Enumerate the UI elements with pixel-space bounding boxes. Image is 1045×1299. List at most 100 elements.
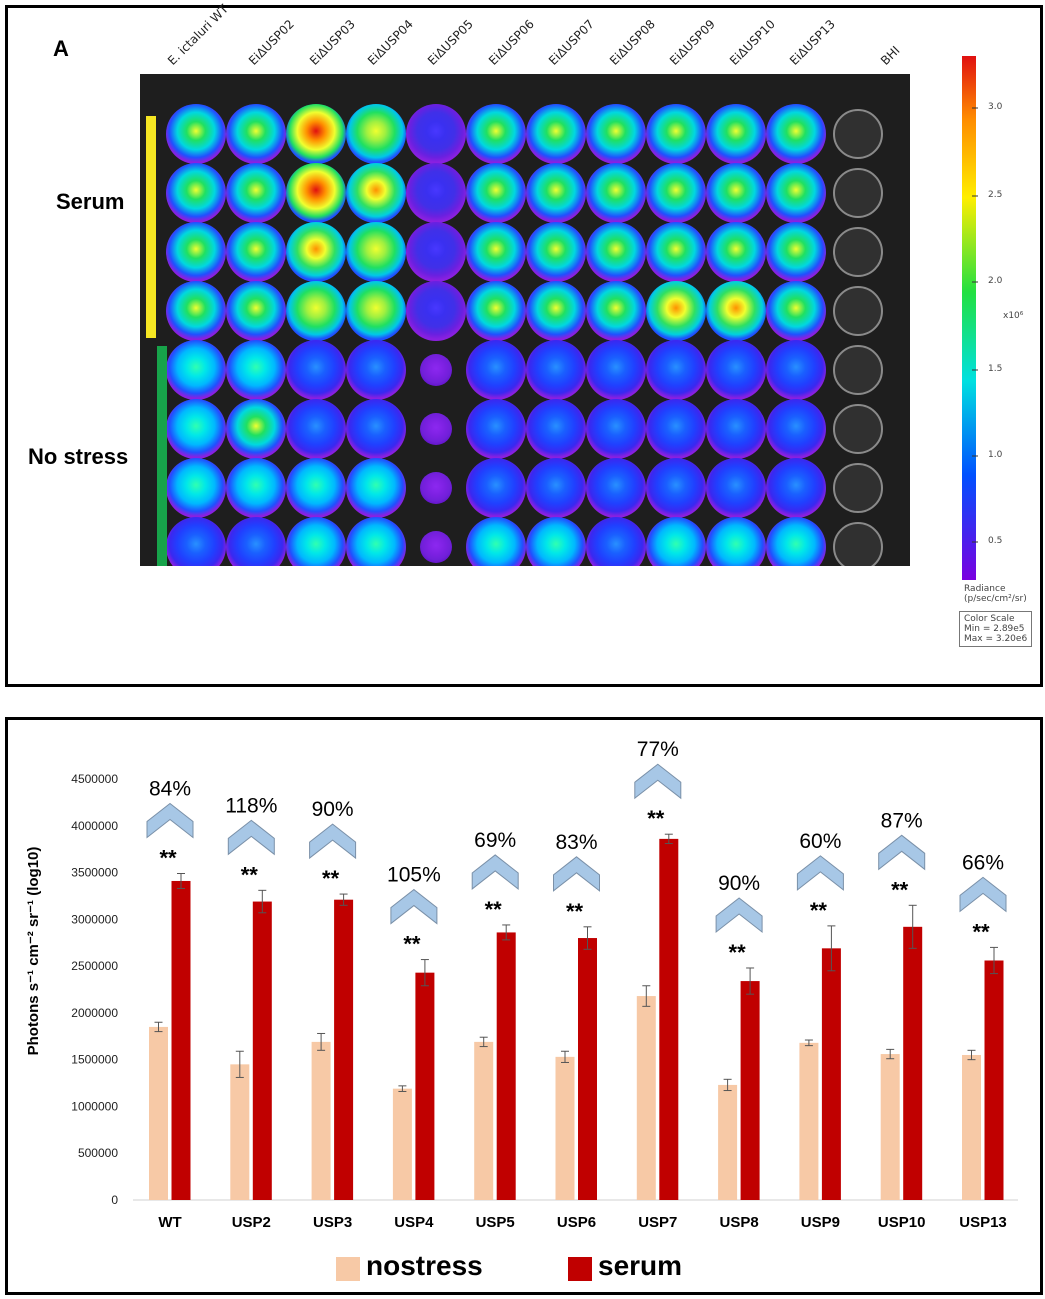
error-bar	[317, 1032, 326, 1051]
plate-well	[526, 458, 586, 518]
increase-chevron	[878, 834, 926, 871]
significance-marker: **	[729, 940, 747, 965]
plate-well	[406, 281, 466, 341]
plate-well	[346, 517, 406, 566]
bar-nostress	[230, 1064, 250, 1200]
colorbar-tick-label: 2.0	[988, 276, 1003, 286]
plate-well	[766, 281, 826, 341]
colorbar	[962, 56, 978, 580]
plate-well	[706, 399, 766, 459]
significance-marker: **	[810, 898, 828, 923]
error-bar	[967, 1049, 976, 1061]
x-tick-label: WT	[158, 1214, 181, 1231]
percent-label: 84%	[149, 777, 191, 800]
plate-column-label: E. ictaluri WT	[165, 1, 232, 68]
plate-well	[466, 458, 526, 518]
bar-nostress	[392, 1088, 412, 1200]
plate-well	[286, 163, 346, 223]
error-bar	[398, 1085, 407, 1092]
increase-chevron	[227, 819, 275, 856]
bar-serum	[578, 938, 597, 1200]
bar-serum	[821, 948, 841, 1200]
colorbar-tick-label: 3.0	[988, 102, 1003, 112]
plate-well	[286, 281, 346, 341]
significance-marker: **	[403, 932, 421, 957]
plate-well	[586, 222, 646, 282]
plate-well	[226, 458, 286, 518]
plate-well	[526, 517, 586, 566]
bar-chart: 0 500000 1000000 1500000 2000000 2500000 30000…	[71, 738, 1018, 1231]
plate-well	[833, 286, 883, 336]
plate-well	[346, 163, 406, 223]
bar-nostress	[474, 1041, 494, 1200]
legend-swatch-nostress	[336, 1257, 360, 1281]
plate-well	[346, 399, 406, 459]
y-tick-label: 0	[111, 1193, 118, 1207]
error-bar	[420, 959, 429, 987]
plate-well	[646, 163, 706, 223]
plate-well	[526, 163, 586, 223]
plate-well	[526, 340, 586, 400]
percent-label: 66%	[962, 851, 1004, 874]
plate-well	[646, 281, 706, 341]
y-tick-label: 2500000	[71, 959, 118, 973]
plate-well	[420, 354, 452, 386]
error-bar	[561, 1050, 569, 1063]
plate-well	[526, 281, 586, 341]
y-tick-label: 2000000	[71, 1006, 118, 1020]
percent-label: 105%	[387, 864, 441, 887]
plate-well	[706, 281, 766, 341]
increase-chevron	[146, 802, 194, 839]
y-tick-label: 1000000	[71, 1099, 118, 1113]
plate-column-label: EiΔUSP09	[667, 16, 718, 68]
increase-chevron	[715, 897, 763, 934]
plate-column-label: EiΔUSP04	[365, 16, 416, 68]
plate-well	[346, 104, 406, 164]
plate-well	[706, 104, 766, 164]
plate-well	[586, 104, 646, 164]
plate-well	[286, 517, 346, 566]
y-tick-label: 3500000	[71, 866, 118, 880]
plate-well	[286, 399, 346, 459]
significance-marker: **	[485, 897, 503, 922]
plate-column-label: EiΔUSP06	[486, 16, 537, 68]
colorbar-tick-label: 1.0	[988, 450, 1003, 460]
bar-serum	[659, 838, 679, 1200]
error-bar	[479, 1036, 488, 1048]
plate-well	[646, 340, 706, 400]
y-tick-label: 1500000	[71, 1053, 118, 1067]
serum-group-bar	[146, 116, 156, 338]
x-tick-label: USP13	[959, 1214, 1007, 1231]
plate-well	[286, 104, 346, 164]
error-bar	[908, 904, 917, 949]
error-bar	[583, 926, 592, 950]
plate-well	[166, 399, 226, 459]
bar-nostress	[718, 1084, 738, 1200]
significance-marker: **	[241, 862, 259, 887]
increase-chevron	[471, 854, 519, 890]
plate-well	[766, 399, 826, 459]
plate-well	[766, 340, 826, 400]
increase-chevron	[959, 876, 1007, 913]
increase-chevron	[390, 888, 438, 925]
error-bar	[804, 1039, 813, 1047]
plate-well	[586, 399, 646, 459]
colorbar-unit: Radiance (p/sec/cm²/sr)	[964, 584, 1027, 604]
error-bar	[990, 946, 998, 975]
x-tick-label: USP9	[801, 1214, 840, 1231]
nostress-row-label: No stress	[28, 444, 129, 469]
plate-well	[833, 463, 883, 513]
plate-well	[646, 458, 706, 518]
plate-well	[833, 522, 883, 566]
error-bar	[177, 872, 185, 889]
serum-row-label: Serum	[56, 189, 125, 214]
colorbar-tick-label: 0.5	[988, 536, 1003, 546]
plate-well	[766, 517, 826, 566]
percent-label: 118%	[225, 794, 277, 817]
plate-column-label: EiΔUSP08	[607, 16, 658, 68]
plate-well	[226, 163, 286, 223]
bar-nostress	[799, 1042, 819, 1200]
plate-well	[586, 517, 646, 566]
plate-well	[406, 104, 466, 164]
plate-well	[526, 222, 586, 282]
